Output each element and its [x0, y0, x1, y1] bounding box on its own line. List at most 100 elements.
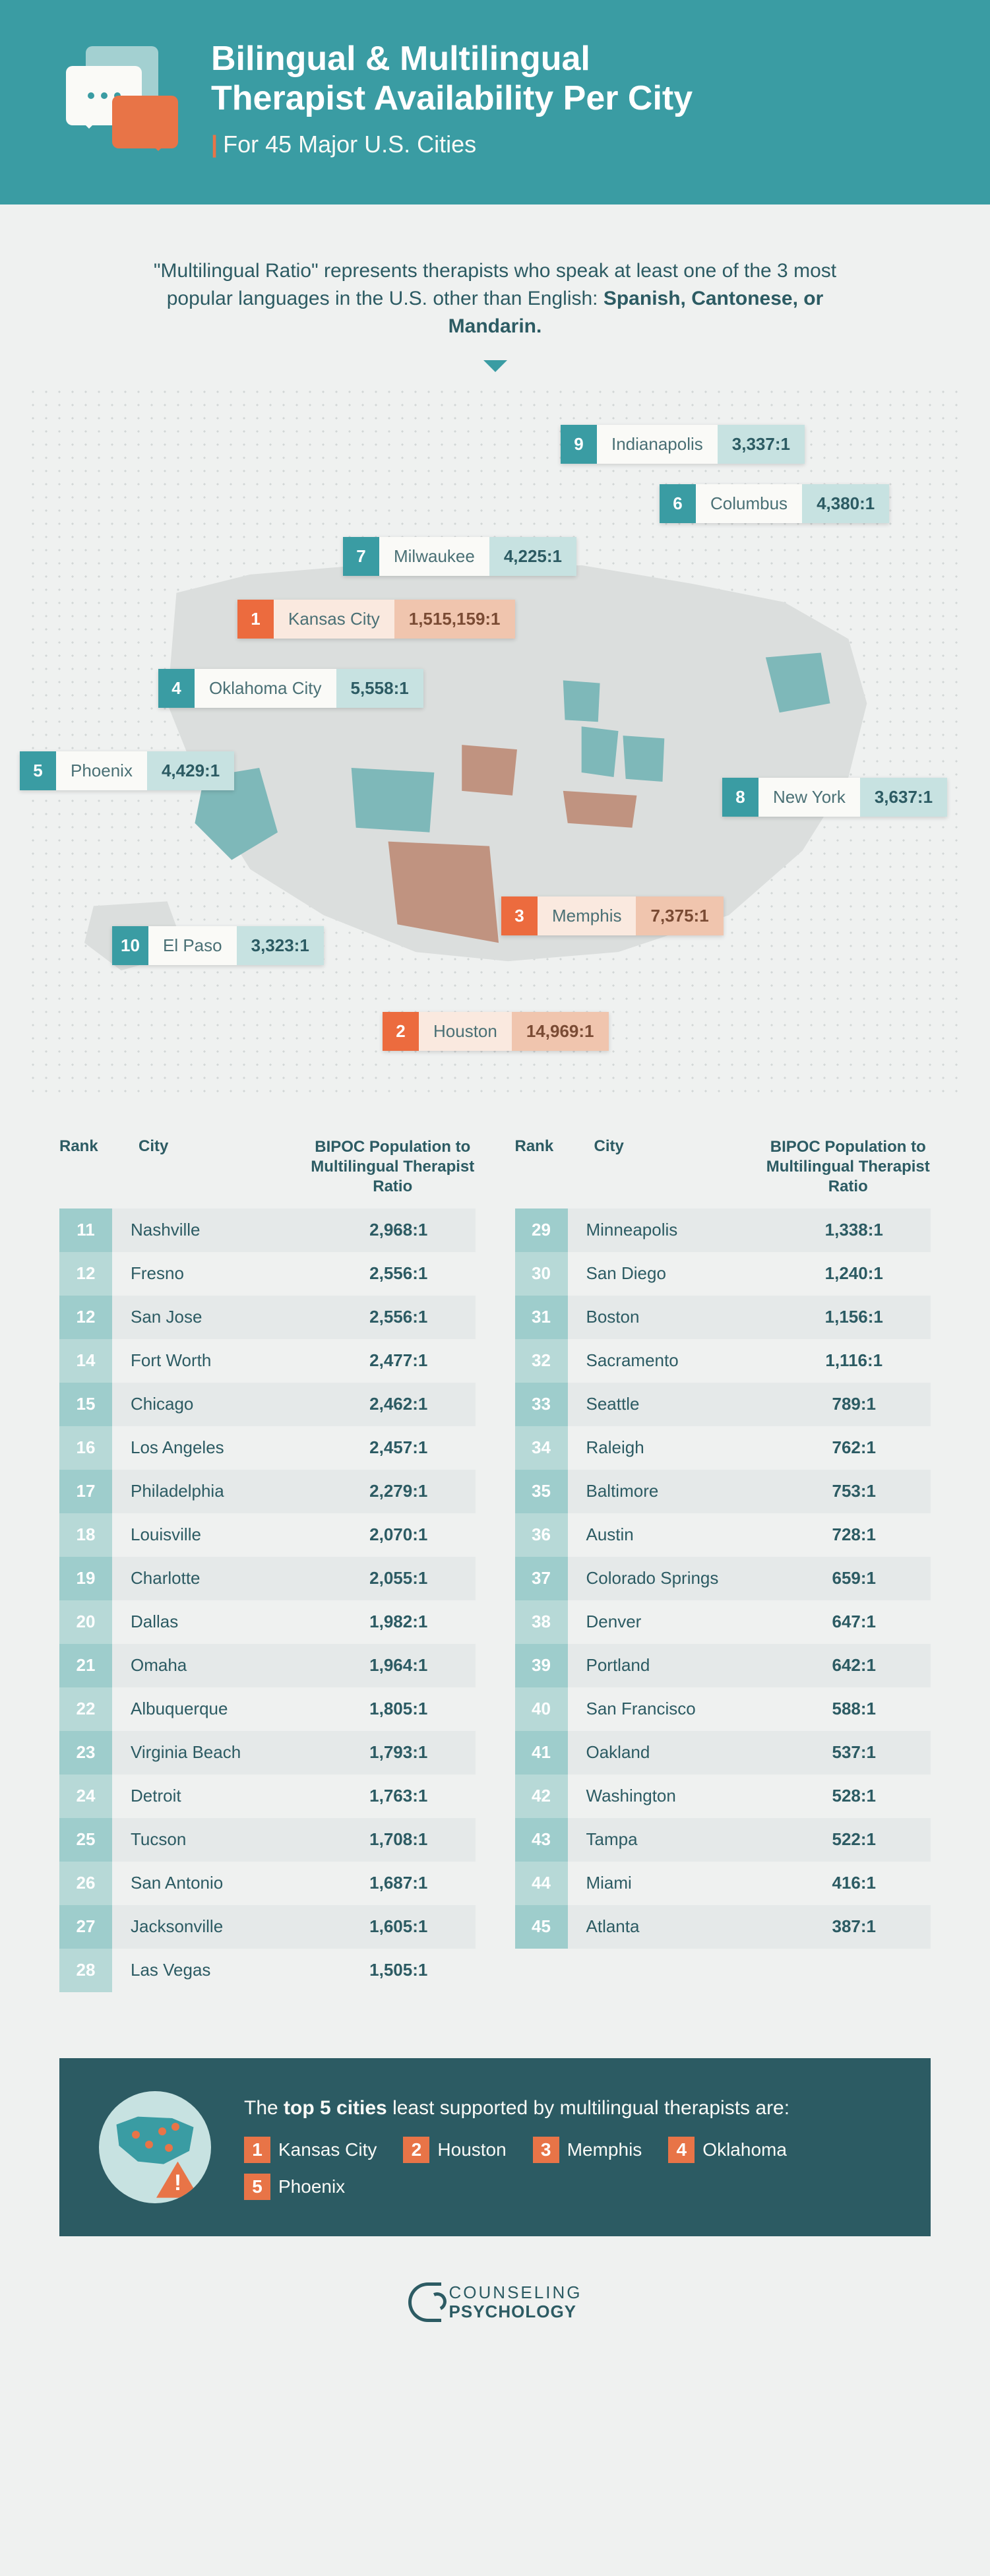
ranking-tables: Rank City BIPOC Population to Multilingu… — [0, 1098, 990, 2019]
callout-city: New York — [758, 778, 860, 817]
summary-item: 5Phoenix — [244, 2173, 345, 2201]
row-rank: 17 — [59, 1470, 112, 1513]
callout-rank: 1 — [237, 600, 274, 639]
row-city: Los Angeles — [131, 1437, 322, 1458]
row-ratio: 1,793:1 — [322, 1742, 476, 1763]
table-row: 44 Miami 416:1 — [515, 1862, 931, 1905]
row-ratio: 528:1 — [778, 1786, 931, 1806]
row-ratio: 1,240:1 — [778, 1263, 931, 1284]
callout-ratio: 5,558:1 — [336, 669, 423, 708]
callout-ratio: 14,969:1 — [512, 1012, 609, 1051]
row-rank: 22 — [59, 1687, 112, 1731]
table-row: 34 Raleigh 762:1 — [515, 1426, 931, 1470]
summary-item: 1Kansas City — [244, 2136, 377, 2164]
row-city: Seattle — [586, 1394, 778, 1414]
row-city: Virginia Beach — [131, 1742, 322, 1763]
row-city: San Jose — [131, 1307, 322, 1327]
callout-ratio: 4,225:1 — [489, 537, 576, 576]
row-ratio: 1,156:1 — [778, 1307, 931, 1327]
row-ratio: 1,605:1 — [322, 1916, 476, 1937]
row-city: Nashville — [131, 1220, 322, 1240]
table-row: 18 Louisville 2,070:1 — [59, 1513, 476, 1557]
table-row: 17 Philadelphia 2,279:1 — [59, 1470, 476, 1513]
callout-rank: 2 — [383, 1012, 419, 1051]
map-callout: 4 Oklahoma City 5,558:1 — [158, 669, 423, 708]
row-rank: 15 — [59, 1383, 112, 1426]
row-ratio: 659:1 — [778, 1568, 931, 1588]
row-rank: 32 — [515, 1339, 568, 1383]
ranking-table-left: Rank City BIPOC Population to Multilingu… — [59, 1137, 476, 1992]
row-ratio: 416:1 — [778, 1873, 931, 1893]
footer-logo: COUNSELING PSYCHOLOGY — [0, 2236, 990, 2352]
row-rank: 36 — [515, 1513, 568, 1557]
row-rank: 30 — [515, 1252, 568, 1296]
row-city: Sacramento — [586, 1350, 778, 1371]
row-ratio: 728:1 — [778, 1524, 931, 1545]
row-rank: 25 — [59, 1818, 112, 1862]
ranking-table-right: Rank City BIPOC Population to Multilingu… — [515, 1137, 931, 1992]
row-city: Fresno — [131, 1263, 322, 1284]
table-row: 26 San Antonio 1,687:1 — [59, 1862, 476, 1905]
row-city: San Francisco — [586, 1699, 778, 1719]
table-row: 14 Fort Worth 2,477:1 — [59, 1339, 476, 1383]
main-title: Bilingual & Multilingual Therapist Avail… — [211, 40, 693, 119]
row-city: Atlanta — [586, 1916, 778, 1937]
callout-rank: 8 — [722, 778, 758, 817]
row-rank: 29 — [515, 1209, 568, 1252]
logo-line2: PSYCHOLOGY — [449, 2302, 582, 2321]
table-row: 37 Colorado Springs 659:1 — [515, 1557, 931, 1600]
row-rank: 27 — [59, 1905, 112, 1949]
row-city: Boston — [586, 1307, 778, 1327]
callout-ratio: 4,429:1 — [147, 751, 234, 790]
row-city: Las Vegas — [131, 1960, 322, 1980]
summary-rank: 5 — [244, 2174, 270, 2200]
summary-item: 2Houston — [403, 2136, 506, 2164]
row-rank: 42 — [515, 1775, 568, 1818]
arrow-down-icon — [483, 360, 507, 372]
row-ratio: 522:1 — [778, 1829, 931, 1850]
col-city: City — [594, 1137, 766, 1197]
table-row: 12 San Jose 2,556:1 — [59, 1296, 476, 1339]
row-city: Oakland — [586, 1742, 778, 1763]
callout-city: Indianapolis — [597, 425, 718, 464]
row-rank: 20 — [59, 1600, 112, 1644]
callout-rank: 6 — [660, 484, 696, 523]
row-rank: 45 — [515, 1905, 568, 1949]
row-city: Austin — [586, 1524, 778, 1545]
map-callout: 10 El Paso 3,323:1 — [112, 926, 324, 965]
row-rank: 40 — [515, 1687, 568, 1731]
table-row: 29 Minneapolis 1,338:1 — [515, 1209, 931, 1252]
table-row: 38 Denver 647:1 — [515, 1600, 931, 1644]
row-ratio: 753:1 — [778, 1481, 931, 1501]
row-city: Fort Worth — [131, 1350, 322, 1371]
callout-city: Kansas City — [274, 600, 394, 639]
summary-city: Houston — [437, 2136, 506, 2164]
row-city: Baltimore — [586, 1481, 778, 1501]
row-city: Colorado Springs — [586, 1568, 778, 1588]
map-callout: 3 Memphis 7,375:1 — [501, 896, 724, 935]
row-ratio: 1,338:1 — [778, 1220, 931, 1240]
table-row: 21 Omaha 1,964:1 — [59, 1644, 476, 1687]
table-row: 39 Portland 642:1 — [515, 1644, 931, 1687]
row-city: Philadelphia — [131, 1481, 322, 1501]
callout-city: Milwaukee — [379, 537, 489, 576]
row-ratio: 387:1 — [778, 1916, 931, 1937]
row-ratio: 1,708:1 — [322, 1829, 476, 1850]
row-ratio: 2,968:1 — [322, 1220, 476, 1240]
row-ratio: 762:1 — [778, 1437, 931, 1458]
table-row: 40 San Francisco 588:1 — [515, 1687, 931, 1731]
row-rank: 24 — [59, 1775, 112, 1818]
callout-rank: 4 — [158, 669, 195, 708]
table-row: 19 Charlotte 2,055:1 — [59, 1557, 476, 1600]
summary-city: Kansas City — [278, 2136, 377, 2164]
row-city: San Antonio — [131, 1873, 322, 1893]
table-row: 36 Austin 728:1 — [515, 1513, 931, 1557]
summary-city: Memphis — [567, 2136, 642, 2164]
row-city: Tampa — [586, 1829, 778, 1850]
row-rank: 33 — [515, 1383, 568, 1426]
col-ratio: BIPOC Population to Multilingual Therapi… — [310, 1137, 476, 1197]
callout-ratio: 3,637:1 — [860, 778, 947, 817]
callout-ratio: 7,375:1 — [636, 896, 723, 935]
summary-item: 3Memphis — [533, 2136, 642, 2164]
row-city: Charlotte — [131, 1568, 322, 1588]
